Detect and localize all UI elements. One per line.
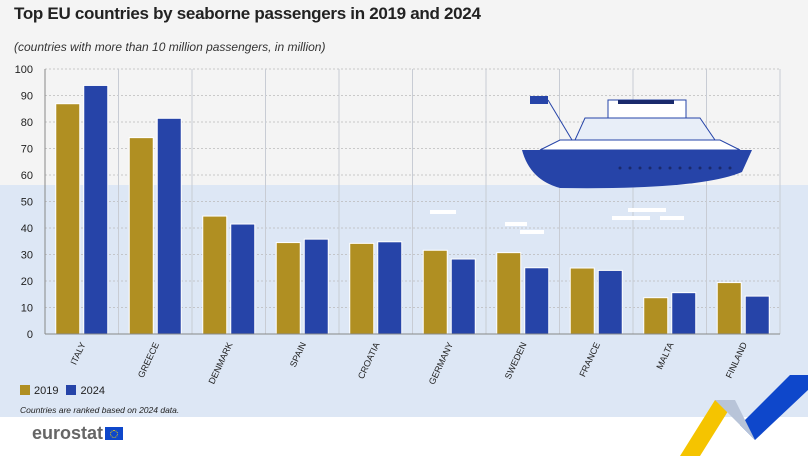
bar-2019-croatia xyxy=(349,242,375,335)
decor-yellow xyxy=(680,400,735,456)
bar-2019-malta xyxy=(643,297,669,335)
x-tick-label: GREECE xyxy=(136,341,161,380)
x-tick-label: GERMANY xyxy=(427,341,455,386)
chart-title: Top EU countries by seaborne passengers … xyxy=(14,4,481,23)
y-tick-label: 80 xyxy=(21,117,33,129)
y-tick-label: 60 xyxy=(21,170,33,182)
bar-2019-france xyxy=(569,267,595,335)
bar-2024-denmark xyxy=(230,223,256,335)
wave xyxy=(0,185,808,200)
ship-roof xyxy=(618,100,674,104)
x-tick-label: CROATIA xyxy=(356,341,382,381)
bar-2019-denmark xyxy=(202,215,228,335)
legend: 2019 2024 xyxy=(20,385,105,397)
wave-dash xyxy=(660,216,684,220)
porthole xyxy=(698,166,702,170)
y-tick-label: 20 xyxy=(21,276,33,288)
bar-2024-malta xyxy=(671,292,697,335)
y-tick-label: 40 xyxy=(21,223,33,235)
porthole xyxy=(688,166,692,170)
wave-dash xyxy=(612,216,650,220)
porthole xyxy=(718,166,722,170)
ship-cabin xyxy=(574,117,716,141)
porthole xyxy=(658,166,662,170)
porthole xyxy=(638,166,642,170)
bar-2024-france xyxy=(597,269,623,335)
ship-flag xyxy=(530,96,548,104)
y-tick-label: 70 xyxy=(21,144,33,156)
bar-2019-sweden xyxy=(496,252,522,335)
x-tick-label: SWEDEN xyxy=(503,341,529,381)
y-tick-label: 100 xyxy=(15,64,33,76)
bar-2019-italy xyxy=(55,103,81,335)
y-tick-label: 30 xyxy=(21,250,33,262)
x-tick-label: FINLAND xyxy=(724,340,750,380)
x-tick-label: DENMARK xyxy=(206,341,234,386)
porthole xyxy=(708,166,712,170)
y-tick-label: 50 xyxy=(21,197,33,209)
y-tick-label: 10 xyxy=(21,303,33,315)
footnote: Countries are ranked based on 2024 data. xyxy=(20,405,180,415)
legend-item-2024: 2024 xyxy=(66,385,105,397)
legend-item-2019: 2019 xyxy=(20,385,58,397)
bar-2024-italy xyxy=(83,84,109,335)
wave-dash xyxy=(430,210,456,214)
wave-dash xyxy=(520,230,544,234)
bar-2024-spain xyxy=(303,238,329,335)
bar-2024-germany xyxy=(450,258,476,335)
porthole xyxy=(668,166,672,170)
bar-2024-sweden xyxy=(524,267,550,335)
bar-2019-finland xyxy=(716,282,742,335)
bar-2019-spain xyxy=(275,242,301,335)
x-tick-label: MALTA xyxy=(654,341,675,371)
bar-2019-greece xyxy=(128,137,154,335)
ship-hull xyxy=(522,150,752,189)
x-tick-label: ITALY xyxy=(68,341,87,367)
bar-2019-germany xyxy=(422,249,448,335)
decor-blue xyxy=(740,375,808,440)
wave-dash xyxy=(628,208,666,212)
porthole xyxy=(628,166,632,170)
y-tick-label: 0 xyxy=(27,329,33,341)
bar-2024-finland xyxy=(744,295,770,335)
porthole xyxy=(648,166,652,170)
x-tick-label: SPAIN xyxy=(288,341,308,369)
porthole xyxy=(678,166,682,170)
bar-2024-croatia xyxy=(377,241,403,335)
y-tick-label: 90 xyxy=(21,91,33,103)
x-tick-label: FRANCE xyxy=(577,341,602,379)
porthole xyxy=(618,166,622,170)
porthole xyxy=(728,166,732,170)
ship-mast xyxy=(547,99,573,141)
wave-dash xyxy=(505,222,527,226)
chart-subtitle: (countries with more than 10 million pas… xyxy=(14,40,326,54)
ship-deck xyxy=(539,139,741,151)
eurostat-logo: eurostat xyxy=(32,423,124,444)
decor-grey xyxy=(715,400,755,440)
eu-flag-icon xyxy=(105,427,124,440)
bar-2024-greece xyxy=(156,117,182,335)
